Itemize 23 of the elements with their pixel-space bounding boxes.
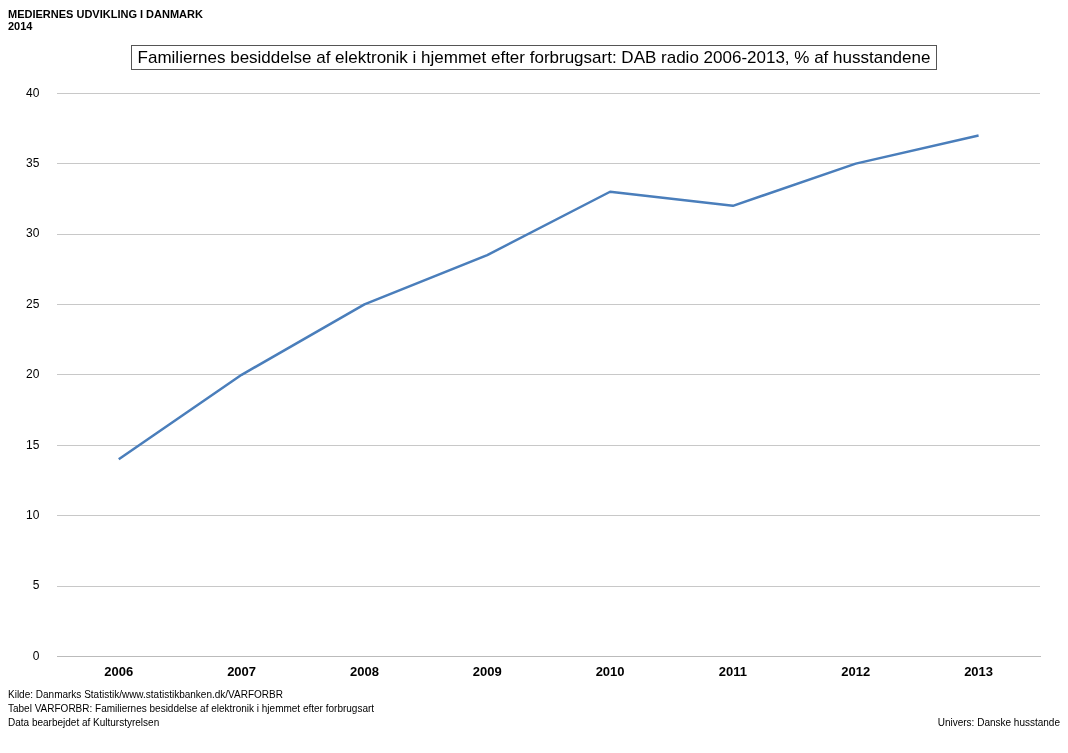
x-tick-label: 2009 (472, 663, 502, 679)
x-tick-label: 2007 (227, 663, 257, 679)
y-tick-label: 35 (25, 155, 40, 170)
text: Kilde: Danmarks Statistik/www.statistikbanken.dk/VARFORBR (8, 688, 284, 702)
x-tick-label: 2010 (595, 663, 625, 679)
x-tick-label: 2013 (964, 663, 994, 679)
x-tick-label: 2011 (718, 663, 748, 679)
y-tick-label: 20 (25, 367, 40, 382)
chart-title: Familiernes besiddelse af elektronik i hjemmet efter forbrugsart: DAB radio 2006-2013, % af husstandene (130, 45, 938, 70)
x-tick-label: 2006 (104, 663, 134, 679)
x-tick-label: 2008 (349, 663, 379, 679)
y-tick-label: 25 (25, 296, 40, 311)
x-tick-label: 2012 (841, 663, 871, 679)
text: Tabel VARFORBR: Familiernes besiddelse af elektronik i hjemmet efter forbrugsart (8, 702, 376, 716)
text: Univers: Danske husstande (937, 716, 1060, 730)
text: Data bearbejdet af Kulturstyrelsen (8, 717, 160, 728)
y-tick-label: 5 (32, 578, 40, 593)
y-tick-label: 40 (25, 85, 40, 100)
y-tick-label: 15 (25, 437, 40, 452)
text: MEDIERNES UDVIKLING I DANMARK 2014 (8, 8, 204, 34)
y-tick-label: 30 (25, 226, 40, 241)
y-tick-label: 10 (25, 507, 40, 522)
y-tick-label: 0 (32, 648, 40, 663)
